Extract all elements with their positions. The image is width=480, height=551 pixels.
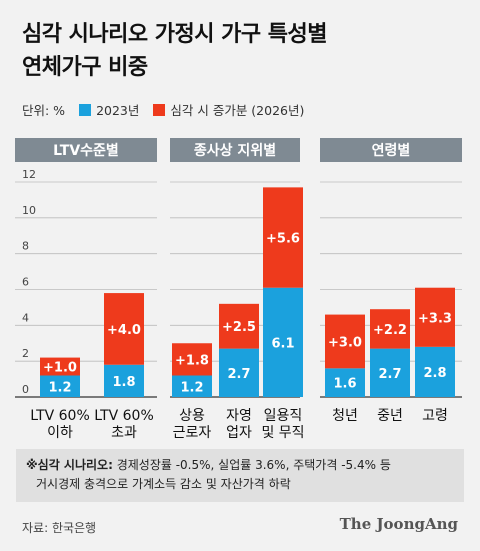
- legend-label-base: 2023년: [96, 103, 140, 118]
- y-tick-label: 2: [22, 347, 29, 360]
- category-label: 중년: [377, 408, 403, 424]
- title-line-1: 심각 시나리오 가정시 가구 특성별: [22, 22, 328, 47]
- bar-base: [263, 287, 303, 397]
- bar-base: [370, 348, 410, 397]
- legend-swatch-base: [79, 103, 92, 116]
- bar-base: [172, 375, 212, 397]
- data-label-increase: +1.0: [43, 361, 77, 376]
- scenario-note: ※심각 시나리오: 경제성장률 -0.5%, 실업률 3.6%, 주택가격 -5…: [16, 449, 464, 502]
- group-header-bg: [320, 138, 462, 162]
- chart-title: 심각 시나리오 가정시 가구 특성별 연체가구 비중: [22, 18, 328, 84]
- legend-item-increase: 심각 시 증가분 (2026년): [153, 100, 304, 119]
- category-label: 이하: [47, 425, 73, 441]
- category-label: 청년: [332, 408, 358, 424]
- note-line-1: ※심각 시나리오: 경제성장률 -0.5%, 실업률 3.6%, 주택가격 -5…: [26, 456, 454, 475]
- bar-base: [104, 364, 144, 397]
- unit-label: 단위: %: [22, 103, 66, 118]
- group-header-label: 종사상 지위별: [194, 142, 276, 159]
- data-label-increase: +1.8: [175, 353, 209, 368]
- data-label-base: 1.8: [112, 375, 135, 390]
- data-label-base: 2.7: [227, 367, 250, 382]
- legend-item-base: 2023년: [79, 100, 139, 119]
- group-header-bg: [170, 138, 300, 162]
- data-label-increase: +2.5: [222, 320, 256, 335]
- y-tick-label: 8: [22, 240, 29, 253]
- legend: 단위: % 2023년 심각 시 증가분 (2026년): [22, 100, 318, 119]
- bar-increase: [40, 357, 80, 376]
- bar-increase: [172, 343, 212, 376]
- category-label: 고령: [422, 408, 448, 424]
- bar-increase: [263, 187, 303, 288]
- data-label-increase: +3.0: [328, 335, 362, 350]
- group-header-label: LTV수준별: [53, 142, 119, 159]
- note-prefix: ※심각 시나리오:: [26, 458, 113, 472]
- category-label: 초과: [111, 425, 137, 441]
- note-line-2: 거시경제 충격으로 가계소득 감소 및 자산가격 하락: [36, 477, 291, 491]
- note-text-1: 경제성장률 -0.5%, 실업률 3.6%, 주택가격 -5.4% 등: [112, 458, 391, 472]
- category-label: 및 무직: [261, 425, 304, 441]
- y-tick-label: 0: [22, 383, 29, 396]
- y-tick-label: 6: [22, 276, 29, 289]
- data-label-base: 1.6: [333, 377, 356, 392]
- category-label: LTV 60%: [30, 408, 90, 424]
- legend-swatch-increase: [153, 103, 166, 116]
- category-label: 상용: [179, 408, 205, 424]
- group-header-bg: [15, 138, 157, 162]
- bar-increase: [415, 287, 455, 347]
- category-label: LTV 60%: [94, 408, 154, 424]
- group-header-label: 연령별: [372, 142, 411, 159]
- bar-base: [415, 346, 455, 397]
- data-label-base: 1.2: [180, 380, 203, 395]
- category-label: 업자: [226, 425, 252, 441]
- data-label-base: 1.2: [48, 380, 71, 395]
- bar-base: [40, 375, 80, 397]
- data-label-increase: +4.0: [107, 323, 141, 338]
- data-label-base: 2.7: [378, 367, 401, 382]
- data-label-increase: +5.6: [266, 232, 300, 247]
- bar-base: [325, 368, 365, 397]
- bar-increase: [104, 293, 144, 365]
- brand-logo: The JoongAng: [339, 515, 458, 533]
- data-label-base: 2.8: [423, 366, 446, 381]
- title-line-2: 연체가구 비중: [22, 55, 148, 80]
- y-tick-label: 10: [22, 204, 36, 217]
- category-label: 일용직: [264, 408, 303, 424]
- bar-increase: [370, 309, 410, 349]
- y-tick-label: 4: [22, 311, 29, 324]
- bar-increase: [219, 303, 259, 349]
- source-label: 자료: 한국은행: [22, 521, 97, 535]
- data-label-increase: +2.2: [373, 323, 407, 338]
- data-label-increase: +3.3: [418, 311, 452, 326]
- category-label: 자영: [226, 408, 252, 424]
- data-label-base: 6.1: [271, 336, 294, 351]
- bar-increase: [325, 314, 365, 369]
- category-label: 근로자: [173, 425, 212, 441]
- y-tick-label: 12: [22, 168, 36, 181]
- bar-base: [219, 348, 259, 397]
- legend-label-increase: 심각 시 증가분 (2026년): [170, 103, 305, 118]
